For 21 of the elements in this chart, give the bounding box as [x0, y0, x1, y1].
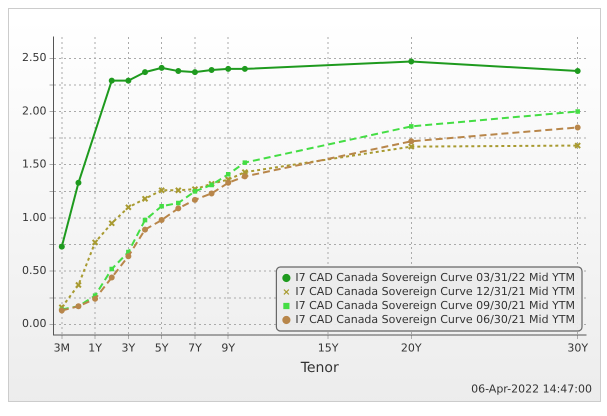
- y-tick-label: 2.00: [22, 104, 46, 118]
- x-tick-label: 5Y: [154, 341, 169, 354]
- x-tick-label: 30Y: [567, 341, 588, 354]
- x-tick-label: 3M: [54, 341, 70, 354]
- legend-label: I7 CAD Canada Sovereign Curve 06/30/21 Mid YTM: [295, 312, 576, 326]
- x-tick-label: 3Y: [122, 341, 136, 354]
- y-tick-label: 1.00: [22, 210, 46, 224]
- x-tick-label: 7Y: [188, 341, 202, 354]
- y-tick-label: 0.50: [22, 264, 46, 277]
- legend-label: I7 CAD Canada Sovereign Curve 12/31/21 Mid YTM: [295, 284, 576, 298]
- x-tick-label: 1Y: [88, 341, 102, 354]
- x-axis-title: Tenor: [300, 360, 339, 376]
- legend-label: I7 CAD Canada Sovereign Curve 09/30/21 Mid YTM: [295, 298, 576, 312]
- legend-label: I7 CAD Canada Sovereign Curve 03/31/22 Mid YTM: [295, 270, 576, 284]
- y-tick-label: 1.50: [22, 158, 46, 171]
- y-tick-label: 0.00: [22, 317, 46, 330]
- x-tick-label: 20Y: [400, 341, 422, 354]
- text: 06-Apr-2022 14:47:00: [471, 382, 592, 396]
- y-tick-label: 2.50: [22, 51, 46, 64]
- x-tick-label: 15Y: [318, 341, 339, 354]
- x-tick-label: 9Y: [221, 341, 236, 354]
